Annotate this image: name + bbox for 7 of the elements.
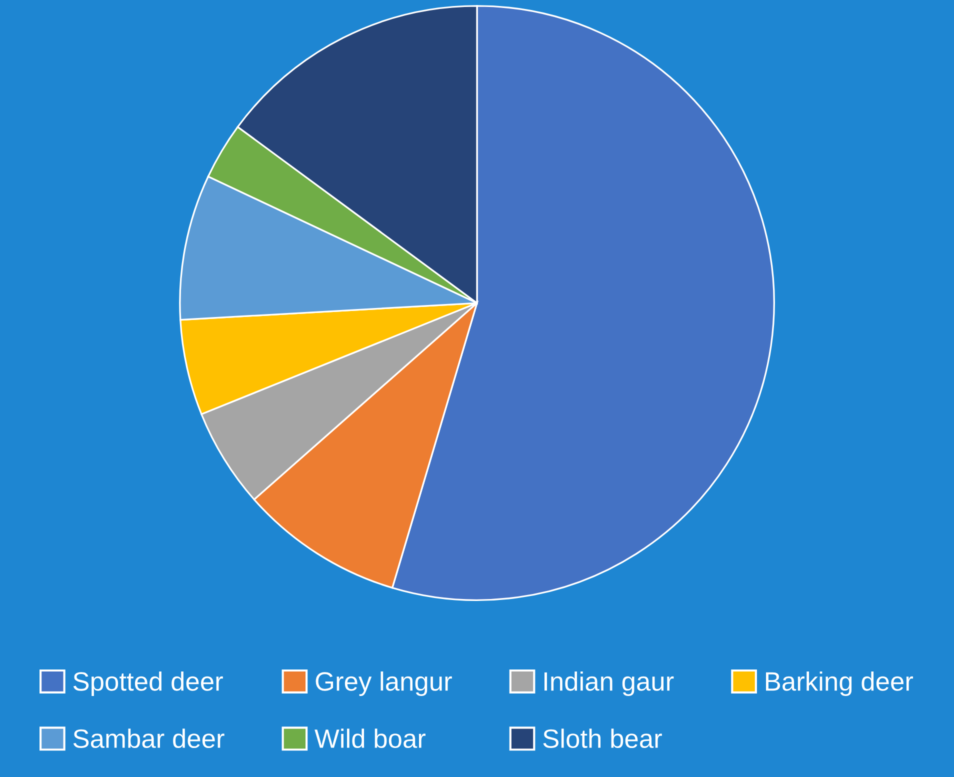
- legend-label: Sambar deer: [73, 728, 224, 748]
- legend-label: Sloth bear: [543, 728, 662, 748]
- legend-label: Barking deer: [766, 671, 914, 696]
- legend-label: Grey langur: [316, 671, 452, 696]
- legend-label: Wild boar: [314, 728, 426, 748]
- legend-label: Indian gaur: [544, 671, 674, 696]
- legend-label: Spotted deer: [73, 671, 223, 696]
